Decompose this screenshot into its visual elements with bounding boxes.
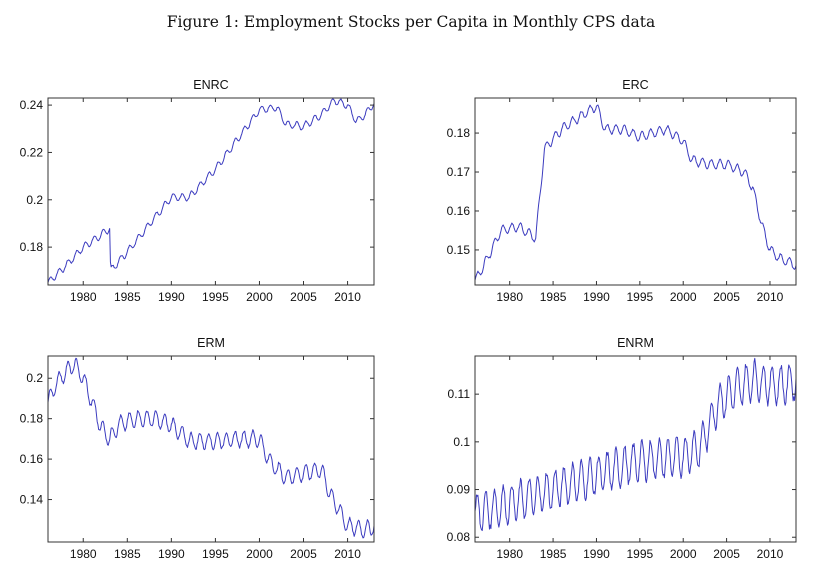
x-tick-label: 2010 <box>757 290 784 304</box>
figure-title: Figure 1: Employment Stocks per Capita i… <box>166 13 656 31</box>
x-tick-label: 2010 <box>757 547 784 561</box>
x-tick-label: 1990 <box>158 547 185 561</box>
panel-title: ERC <box>622 78 648 92</box>
chart-panel-2: ERM 1980 1985 1990 1995 2000 2005 2010 0.14 0.16 0… <box>20 336 375 561</box>
y-tick-label: 0.18 <box>20 412 44 426</box>
y-tick-label: 0.2 <box>26 371 43 385</box>
x-tick-label: 1980 <box>496 290 523 304</box>
chart-panel-3: ENRM 1980 1985 1990 1995 2000 2005 2010 0.08 0.09… <box>447 336 797 561</box>
x-tick-label: 2005 <box>290 290 317 304</box>
x-tick-label: 1990 <box>158 290 185 304</box>
x-tick-label: 1980 <box>70 290 97 304</box>
panel-title: ERM <box>197 336 225 350</box>
x-tick-label: 1995 <box>626 547 653 561</box>
panel-title: ENRC <box>193 78 228 92</box>
y-tick-label: 0.11 <box>448 387 471 401</box>
series-line <box>475 104 796 281</box>
y-tick-label: 0.09 <box>447 483 471 497</box>
axis-frame <box>47 355 375 543</box>
x-tick-label: 2005 <box>290 547 317 561</box>
x-tick-label: 1990 <box>583 290 610 304</box>
y-tick-label: 0.08 <box>447 530 471 544</box>
x-tick-label: 1990 <box>583 547 610 561</box>
x-tick-label: 2000 <box>670 547 697 561</box>
y-tick-label: 0.22 <box>20 145 44 159</box>
y-tick-label: 0.16 <box>20 452 44 466</box>
x-tick-label: 1995 <box>202 290 229 304</box>
y-tick-label: 0.18 <box>20 240 44 254</box>
x-tick-label: 2005 <box>713 547 740 561</box>
x-tick-label: 1980 <box>496 547 523 561</box>
x-tick-label: 2010 <box>334 547 361 561</box>
series-line <box>48 357 374 539</box>
y-tick-label: 0.24 <box>20 98 44 112</box>
series-line <box>475 357 796 532</box>
y-tick-label: 0.1 <box>453 435 470 449</box>
x-tick-label: 2000 <box>246 290 273 304</box>
y-tick-label: 0.18 <box>447 126 471 140</box>
x-tick-label: 1985 <box>114 547 141 561</box>
series-line <box>48 98 374 283</box>
x-tick-label: 2005 <box>713 290 740 304</box>
chart-panel-0: ENRC 1980 1985 1990 1995 2000 2005 2010 0.18 0.2 0… <box>20 78 375 304</box>
x-tick-label: 1985 <box>540 290 567 304</box>
panel-title: ENRM <box>617 336 654 350</box>
y-tick-label: 0.2 <box>26 193 43 207</box>
y-tick-label: 0.15 <box>447 243 471 257</box>
chart-panel-1: ERC 1980 1985 1990 1995 2000 2005 2010 0.15 0.16 0… <box>447 78 797 304</box>
x-tick-label: 2000 <box>670 290 697 304</box>
y-tick-label: 0.16 <box>447 204 471 218</box>
x-tick-label: 1985 <box>540 547 567 561</box>
x-tick-label: 1980 <box>70 547 97 561</box>
axis-frame <box>47 97 375 286</box>
x-tick-label: 1995 <box>626 290 653 304</box>
y-tick-label: 0.14 <box>20 493 44 507</box>
x-tick-label: 1985 <box>114 290 141 304</box>
axis-frame <box>474 355 797 543</box>
x-tick-label: 1995 <box>202 547 229 561</box>
x-tick-label: 2000 <box>246 547 273 561</box>
x-tick-label: 2010 <box>334 290 361 304</box>
y-tick-label: 0.17 <box>447 165 471 179</box>
axis-frame <box>474 97 797 286</box>
